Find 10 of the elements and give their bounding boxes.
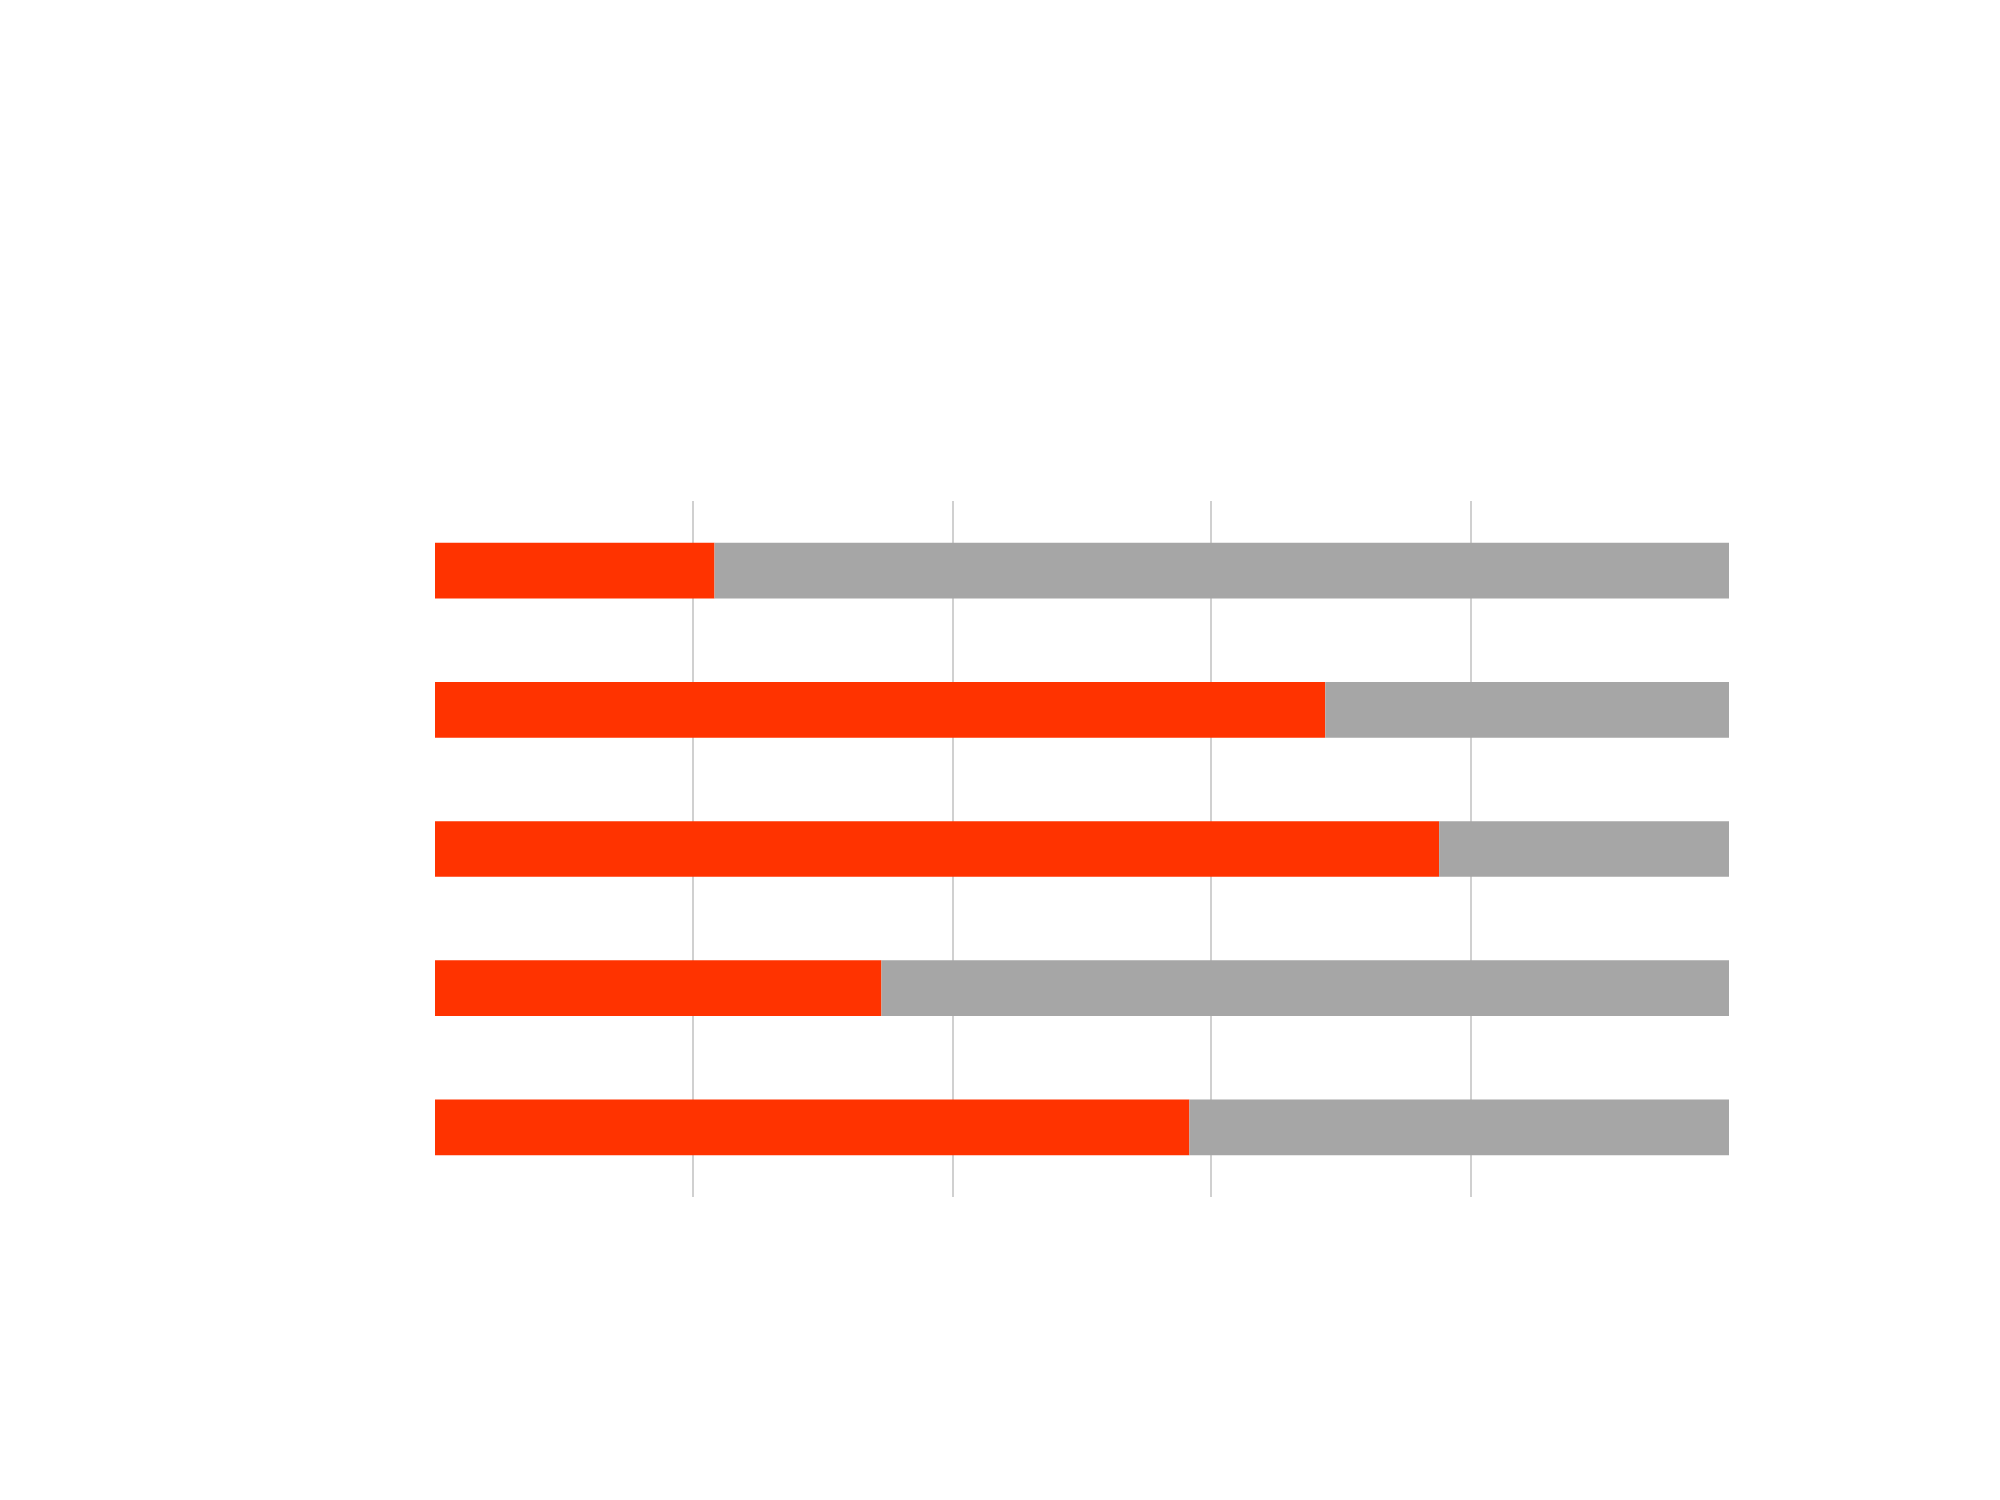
bar [435, 681, 1326, 738]
bar [1189, 1099, 1729, 1156]
bar [714, 542, 1729, 599]
bar [435, 1099, 1190, 1156]
bar [1325, 681, 1729, 738]
bar [1439, 821, 1729, 877]
bar [435, 821, 1440, 877]
bar [881, 960, 1729, 1017]
bar [435, 960, 882, 1017]
bar [435, 542, 715, 599]
